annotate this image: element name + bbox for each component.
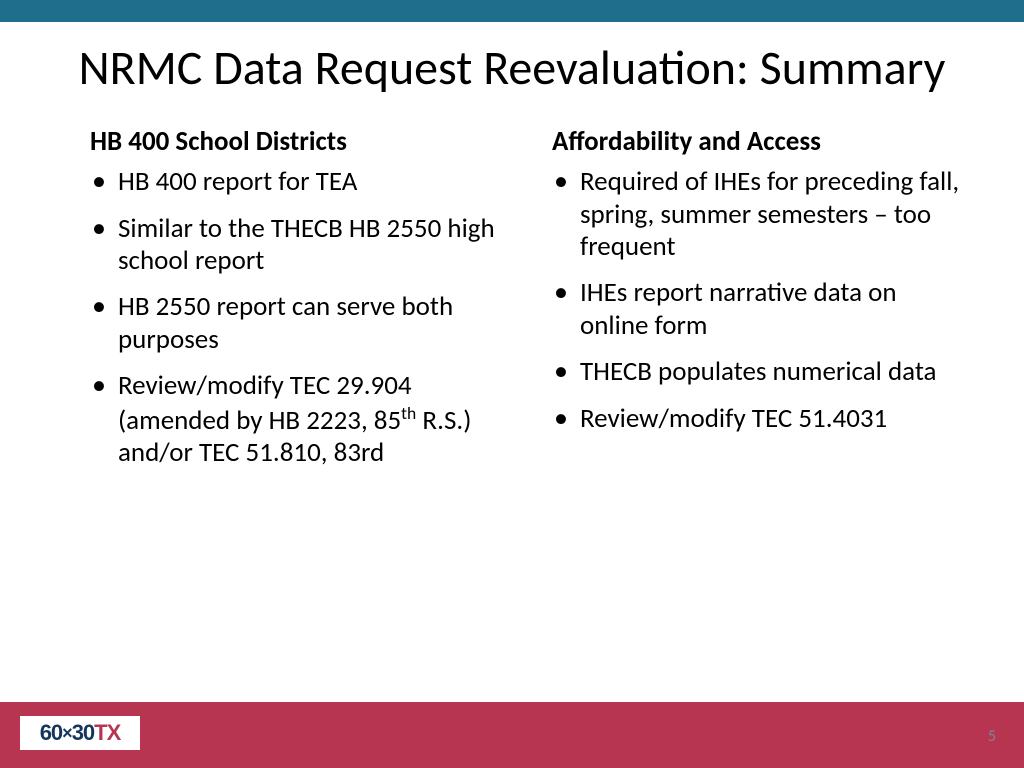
footer-bar: 60×30TX 5	[0, 702, 1024, 768]
list-item: HB 400 report for TEA	[90, 166, 502, 198]
logo-part-x: ×	[62, 723, 72, 743]
left-bullet-list: HB 400 report for TEA Similar to the THE…	[90, 166, 502, 469]
left-column-heading: HB 400 School Districts	[90, 125, 502, 158]
list-item: THECB populates numerical data	[552, 356, 964, 388]
list-item: Review/modify TEC 51.4031	[552, 403, 964, 435]
list-item: Review/modify TEC 29.904 (amended by HB …	[90, 370, 502, 469]
logo-part-tx: TX	[94, 720, 120, 745]
logo-60x30tx: 60×30TX	[16, 712, 144, 754]
page-number: 5	[988, 727, 996, 746]
right-column-heading: Affordability and Access	[552, 125, 964, 158]
logo-text: 60×30TX	[40, 720, 121, 746]
logo-part-60: 60	[40, 720, 62, 745]
slide: NRMC Data Request Reevaluation: Summary …	[0, 0, 1024, 768]
logo-part-30: 30	[72, 720, 94, 745]
title-area: NRMC Data Request Reevaluation: Summary	[0, 22, 1024, 105]
left-column: HB 400 School Districts HB 400 report fo…	[90, 125, 502, 768]
slide-title: NRMC Data Request Reevaluation: Summary	[60, 40, 964, 95]
list-item: Similar to the THECB HB 2550 high school…	[90, 213, 502, 278]
right-bullet-list: Required of IHEs for preceding fall, spr…	[552, 166, 964, 435]
right-column: Affordability and Access Required of IHE…	[552, 125, 964, 768]
content-area: HB 400 School Districts HB 400 report fo…	[0, 105, 1024, 768]
list-item: Required of IHEs for preceding fall, spr…	[552, 166, 964, 263]
list-item: IHEs report narrative data on online for…	[552, 277, 964, 342]
top-accent-bar	[0, 0, 1024, 22]
list-item: HB 2550 report can serve both purposes	[90, 291, 502, 356]
